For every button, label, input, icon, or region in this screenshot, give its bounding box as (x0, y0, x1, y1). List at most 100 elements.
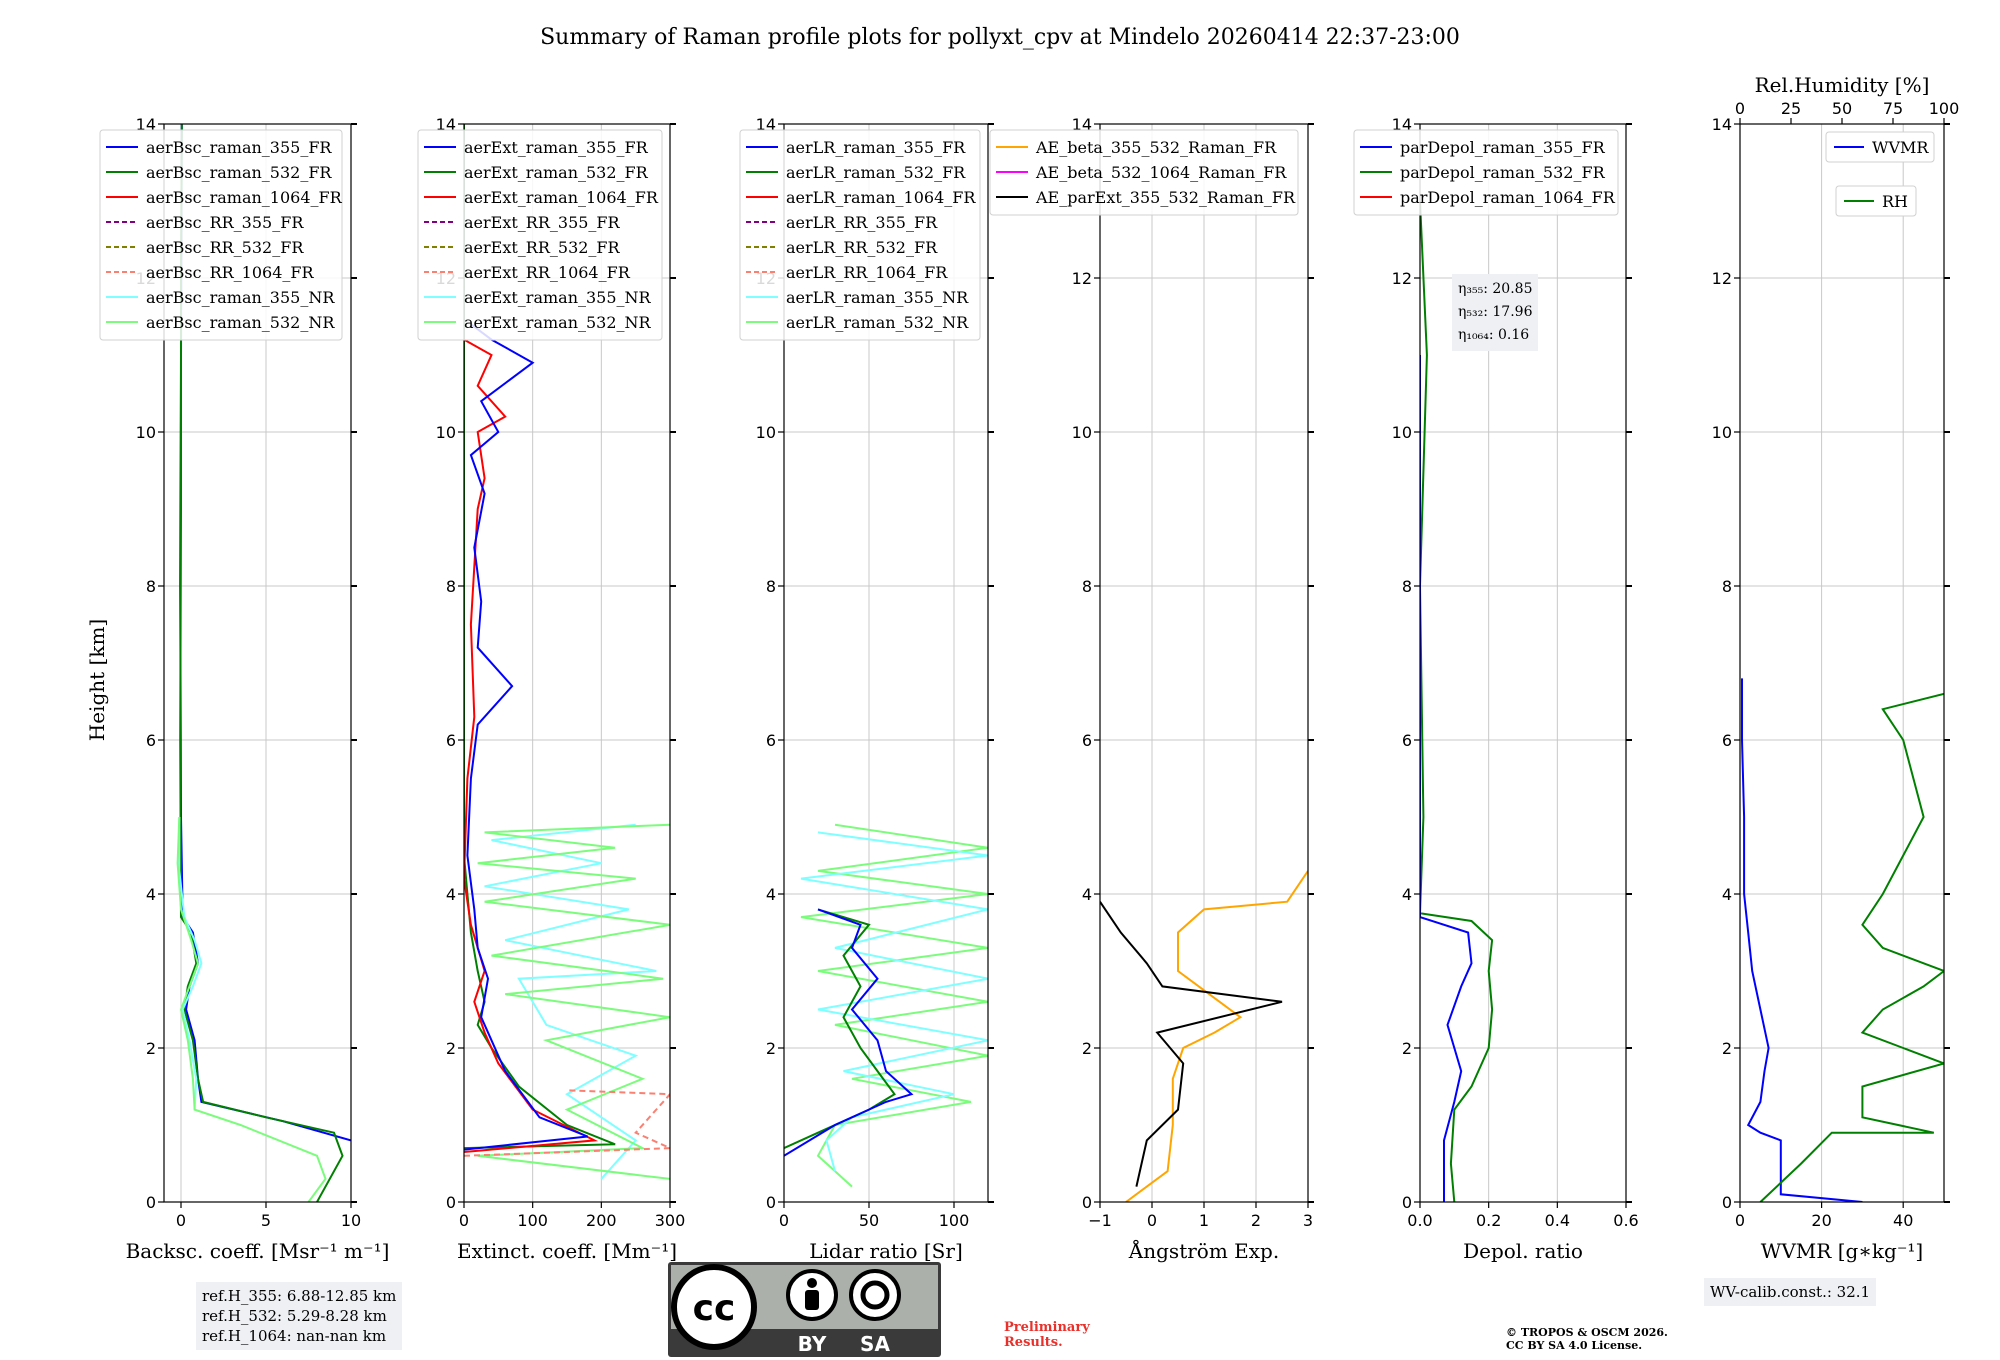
x-axis-label: Lidar ratio [Sr] (809, 1239, 963, 1263)
y-tick-label: 6 (1082, 731, 1092, 750)
legend-label: AE_beta_532_1064_Raman_FR (1035, 163, 1287, 182)
legend-label: aerExt_RR_1064_FR (464, 263, 631, 282)
y-axis-label: Height [km] (85, 619, 109, 741)
x-axis-label: Ångström Exp. (1128, 1238, 1279, 1263)
legend-label: aerBsc_raman_532_FR (146, 163, 332, 182)
series-line-aerLR_raman_355_NR (800, 831, 988, 1172)
y-tick-label: 14 (1072, 115, 1092, 134)
preliminary-line2: Results. (1004, 1335, 1063, 1350)
legend-label: aerBsc_raman_355_FR (146, 138, 332, 157)
y-tick-label: 14 (756, 115, 776, 134)
y-tick-label: 14 (436, 115, 456, 134)
legend-label: aerLR_RR_1064_FR (786, 263, 948, 282)
legend-label: RH (1882, 192, 1908, 211)
y-tick-label: 6 (1722, 731, 1732, 750)
y-tick-label: 0 (446, 1193, 456, 1212)
eta-532: η₅₃₂: 17.96 (1458, 304, 1533, 320)
y-tick-label: 10 (436, 423, 456, 442)
legend-label: aerLR_raman_355_FR (786, 138, 966, 157)
legend-box (739, 129, 981, 341)
preliminary-results-note: Preliminary Results. (1004, 1320, 1090, 1350)
ref-height-355: ref.H_355: 6.88-12.85 km (202, 1287, 397, 1305)
y-tick-label: 2 (446, 1039, 456, 1058)
panel-depol: 0.0 0.2 0.4 0.6 0 2 4 6 8 10 12 14 Depol. ratio parDe… (1353, 115, 1639, 1263)
y-tick-label: 6 (1402, 731, 1412, 750)
series-group (1420, 200, 1494, 1202)
legend-label: aerExt_raman_1064_FR (464, 188, 659, 207)
chart-panels: 051002468101214Backsc. coeff. [Msr⁻¹ m⁻¹… (99, 73, 1960, 1263)
series-line-aerLR_raman_532_NR (800, 823, 988, 1188)
legend-label: aerLR_RR_532_FR (786, 238, 938, 257)
legend-box (1353, 129, 1619, 216)
top-x-tick-label: 50 (1832, 99, 1852, 118)
legend-box (1835, 185, 1917, 217)
series-line-aerExt_raman_355_FR (464, 323, 588, 1151)
legend-box (417, 129, 663, 341)
eta-1064: η₁₀₆₄: 0.16 (1458, 327, 1530, 343)
axes-frame (1419, 123, 1627, 1203)
series-line-parDepol_raman_355_FR (1420, 355, 1473, 1202)
y-tick-label: 0 (1402, 1193, 1412, 1212)
x-tick-label: 20 (1811, 1211, 1831, 1230)
y-tick-label: 12 (1712, 269, 1732, 288)
x-tick-label: 100 (517, 1211, 548, 1230)
legend-label: aerExt_RR_355_FR (464, 213, 621, 232)
reference-height-box: ref.H_355: 6.88-12.85 km ref.H_532: 5.29… (196, 1282, 403, 1350)
y-tick-label: 0 (1722, 1193, 1732, 1212)
legend-label: aerLR_RR_355_FR (786, 213, 938, 232)
legend-label: parDepol_raman_532_FR (1400, 163, 1606, 182)
y-tick-label: 8 (1082, 577, 1092, 596)
x-tick-label: 10 (341, 1211, 361, 1230)
legend-box (99, 129, 343, 341)
legend-label: aerBsc_raman_532_NR (146, 313, 335, 332)
y-tick-label: 14 (1712, 115, 1732, 134)
series-group (784, 823, 988, 1188)
series-group (176, 124, 351, 1202)
panel-lr: 05010002468101214Lidar ratio [Sr]aerLR_r… (739, 115, 994, 1263)
y-tick-label: 8 (146, 577, 156, 596)
y-tick-label: 0 (146, 1193, 156, 1212)
legend-box (1825, 131, 1935, 163)
x-tick-label: 0 (459, 1211, 469, 1230)
copyright-line2: CC BY SA 4.0 License. (1506, 1339, 1643, 1352)
y-tick-label: 0 (766, 1193, 776, 1212)
y-tick-label: 2 (146, 1039, 156, 1058)
legend-label: aerBsc_raman_1064_FR (146, 188, 343, 207)
y-tick-label: 8 (1722, 577, 1732, 596)
axes-frame (1739, 123, 1945, 1203)
panel-wv: 0 20 40 0 2 4 6 8 10 12 14 WVMR [g∗kg⁻¹] 0 25 50 75 100 R… (1712, 73, 1960, 1263)
x-tick-label: 50 (859, 1211, 879, 1230)
legend-label: aerExt_raman_532_NR (464, 313, 652, 332)
x-axis-label: WVMR [g∗kg⁻¹] (1761, 1239, 1923, 1263)
x-axis-label: Depol. ratio (1463, 1239, 1583, 1263)
legend-label: aerExt_raman_355_NR (464, 288, 652, 307)
eta-calibration-box: η₃₅₅: 20.85 η₅₃₂: 17.96 η₁₀₆₄: 0.16 (1452, 274, 1539, 351)
legend-label: aerLR_raman_355_NR (786, 288, 969, 307)
series-line-aerLR_raman_355_FR (784, 908, 914, 1157)
y-tick-label: 12 (1392, 269, 1412, 288)
legend-label: AE_beta_355_532_Raman_FR (1035, 138, 1277, 157)
y-tick-label: 2 (1402, 1039, 1412, 1058)
y-tick-label: 8 (1402, 577, 1412, 596)
y-tick-label: 10 (1392, 423, 1412, 442)
person-body-icon (805, 1290, 819, 1310)
sa-arrow-icon (860, 1280, 890, 1310)
legend-label: aerExt_RR_532_FR (464, 238, 621, 257)
x-axis-label: Extinct. coeff. [Mm⁻¹] (457, 1239, 677, 1263)
y-tick-label: 12 (1072, 269, 1092, 288)
top-x-axis-label: Rel.Humidity [%] (1755, 73, 1930, 97)
copyright-line1: © TROPOS & OSCM 2026. (1506, 1326, 1668, 1339)
y-tick-label: 10 (1072, 423, 1092, 442)
x-tick-label: 0 (176, 1211, 186, 1230)
axes-frame (463, 123, 671, 1203)
series-line-AE_parExt_355_532_Raman_FR (1100, 901, 1283, 1187)
legend-label: aerBsc_RR_1064_FR (146, 263, 315, 282)
y-tick-label: 14 (136, 115, 156, 134)
copyright-note: © TROPOS & OSCM 2026. CC BY SA 4.0 Licen… (1506, 1326, 1668, 1352)
x-tick-label: 0 (779, 1211, 789, 1230)
legend-box (989, 129, 1299, 216)
y-tick-label: 2 (1082, 1039, 1092, 1058)
y-tick-label: 10 (1712, 423, 1732, 442)
x-tick-label: 0.4 (1545, 1211, 1570, 1230)
y-tick-label: 4 (1722, 885, 1732, 904)
